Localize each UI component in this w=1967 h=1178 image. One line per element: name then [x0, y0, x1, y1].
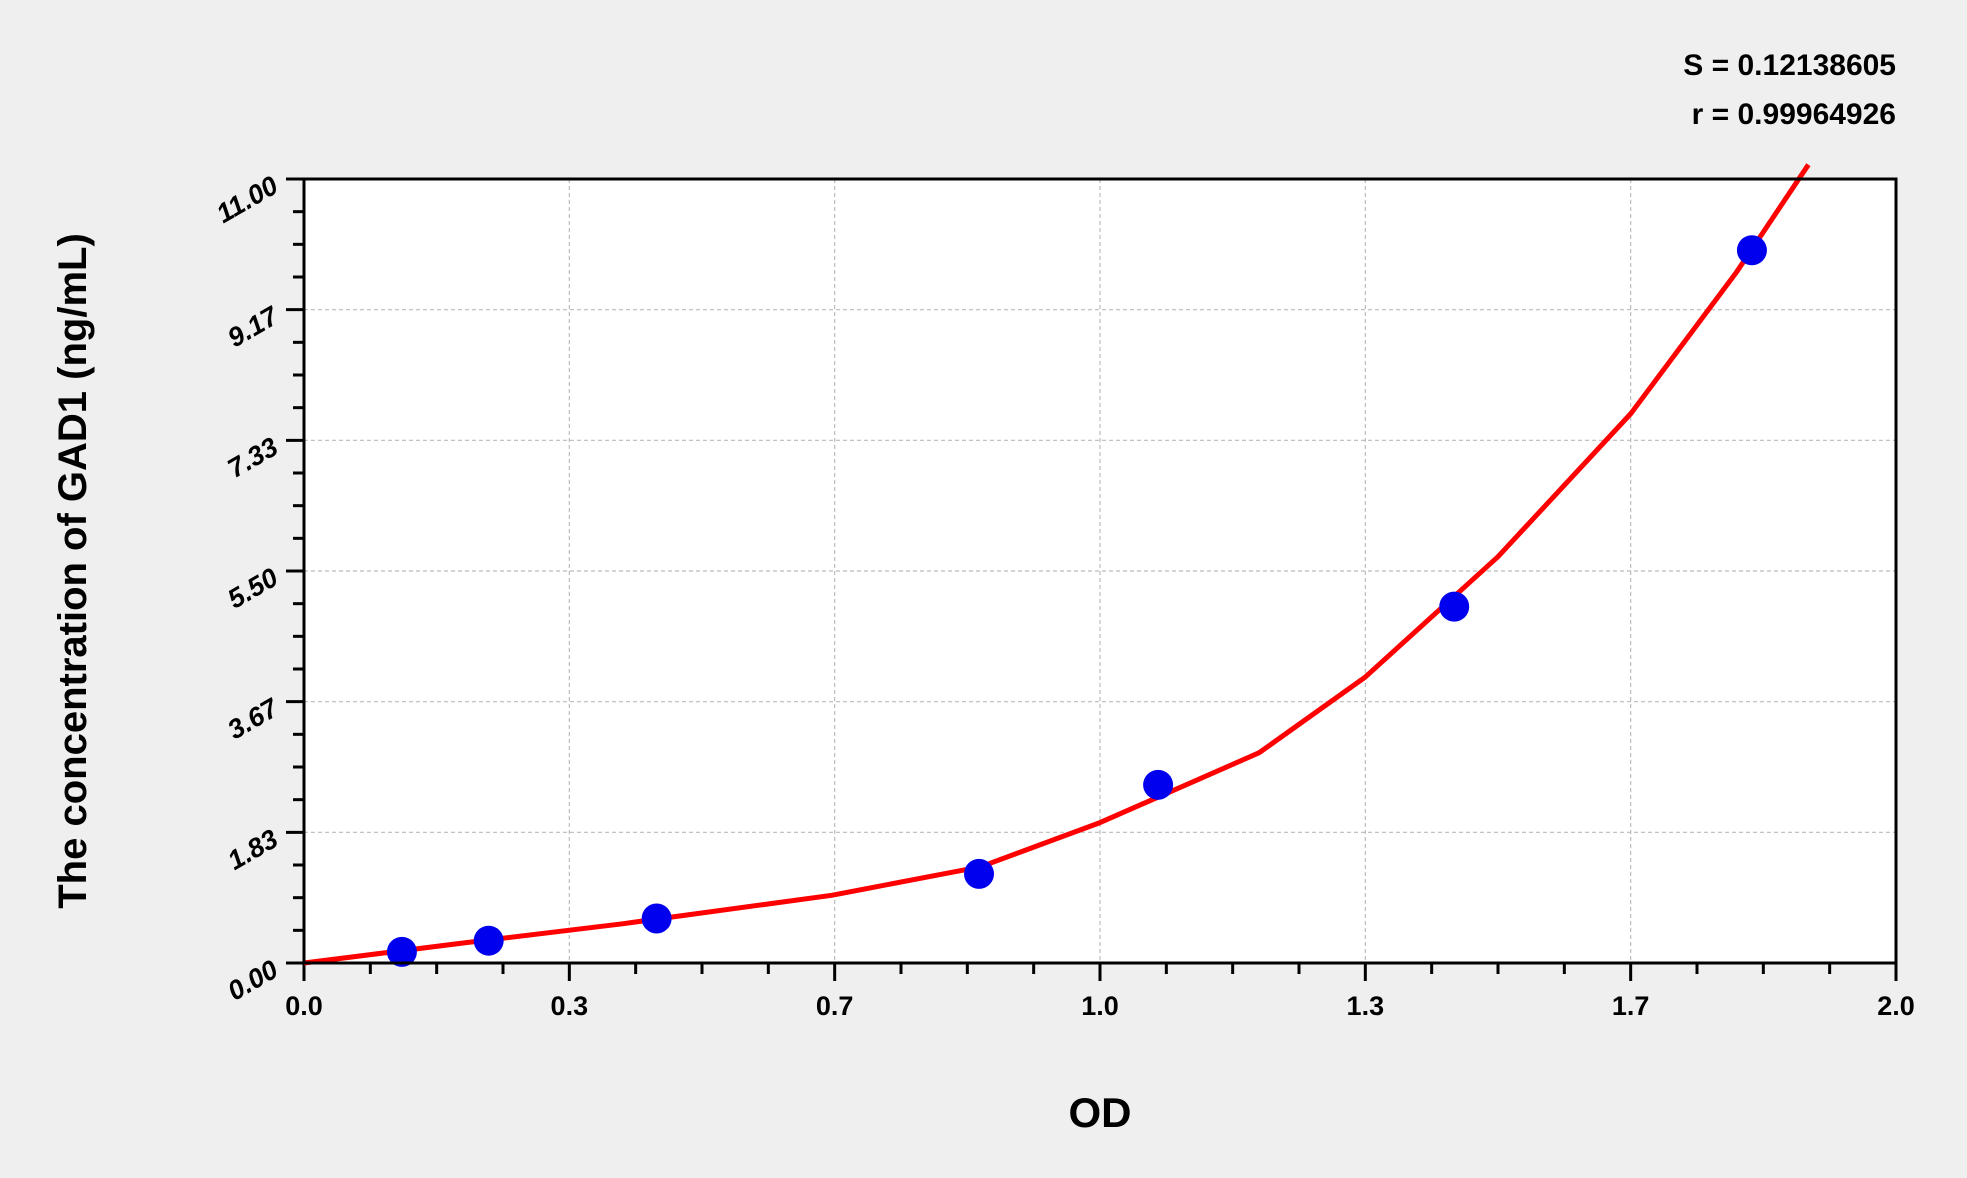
data-point: [1736, 235, 1767, 266]
data-point: [473, 925, 504, 956]
data-points: [386, 235, 1767, 967]
fit-curve-line: [303, 163, 1811, 966]
x-tick-label: 1.7: [1612, 991, 1650, 1021]
x-tick-label: 1.0: [1081, 991, 1119, 1021]
ticks: [286, 177, 1898, 981]
y-tick-label: 3.67: [222, 692, 284, 745]
stat-s: S = 0.12138605: [1683, 49, 1896, 82]
fit-curve: [303, 163, 1811, 966]
y-tick-label: 11.00: [211, 170, 283, 229]
y-tick-label: 7.33: [222, 432, 283, 484]
data-point: [1143, 769, 1174, 800]
data-point: [386, 936, 417, 967]
y-tick-label: 5.50: [222, 562, 283, 614]
stat-r: r = 0.99964926: [1692, 98, 1896, 131]
plot-border: [302, 177, 1898, 965]
grid: [304, 179, 1896, 963]
x-tick-label: 1.3: [1347, 991, 1385, 1021]
x-tick-label: 2.0: [1877, 991, 1915, 1021]
y-tick-label: 0.00: [222, 954, 283, 1006]
data-point: [641, 903, 672, 934]
data-point: [964, 858, 995, 889]
y-axis-label: The concentration of GAD1 (ng/mL): [51, 233, 95, 909]
y-tick-label: 1.83: [222, 824, 283, 876]
x-tick-label: 0.0: [285, 991, 323, 1021]
x-tick-label: 0.7: [816, 991, 854, 1021]
data-point: [1439, 591, 1470, 622]
x-axis-label: OD: [1069, 1089, 1132, 1136]
x-tick-label: 0.3: [551, 991, 589, 1021]
y-tick-label: 9.17: [222, 300, 284, 353]
